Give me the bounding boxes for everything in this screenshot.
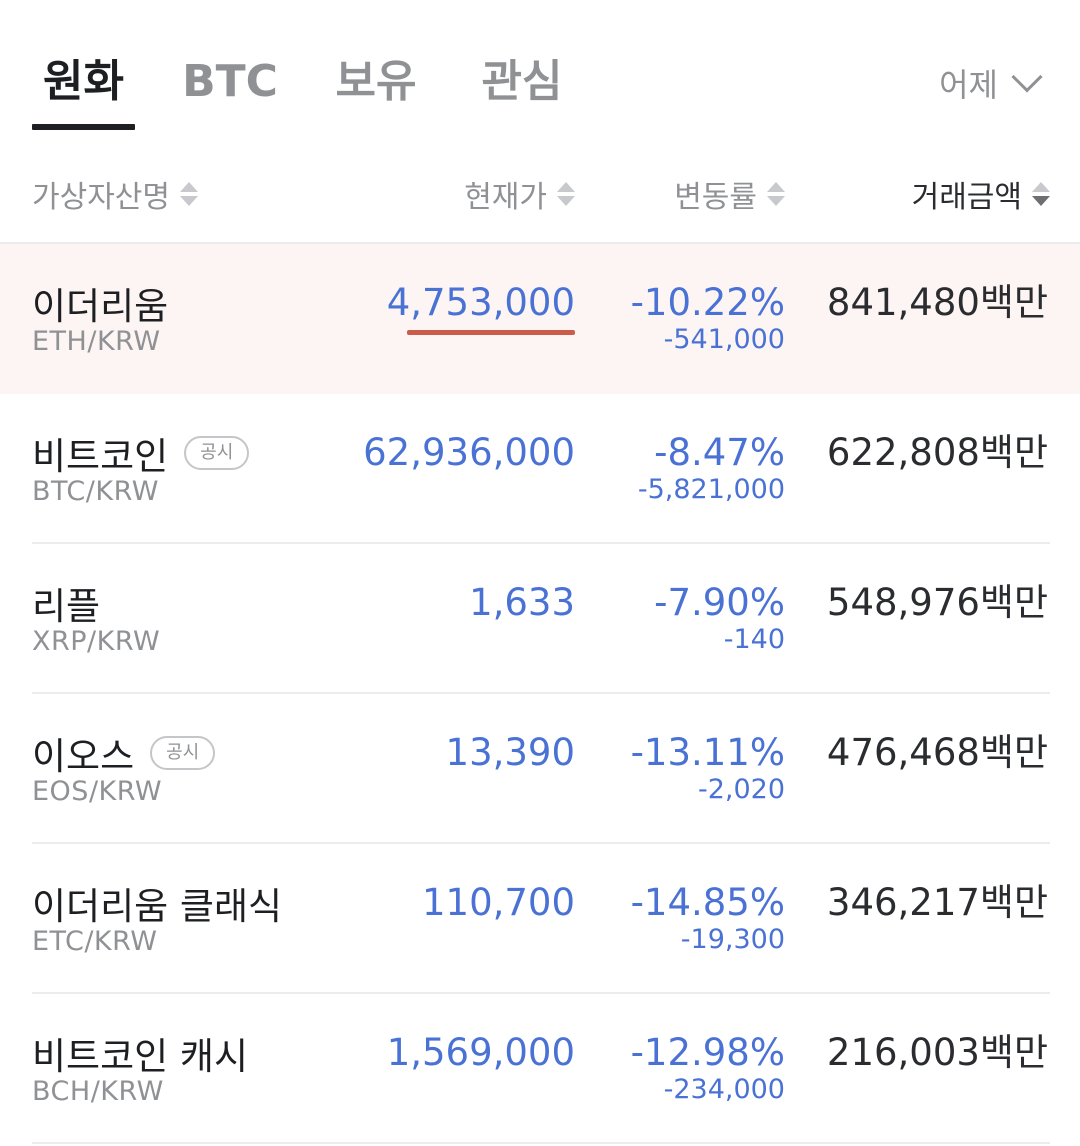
row-divider — [32, 992, 1050, 994]
notice-badge[interactable]: 공시 — [184, 436, 250, 470]
row-divider — [32, 1142, 1050, 1144]
coin-list: 이더리움 ETH/KRW 4,753,000 -10.22% -541,000 … — [0, 244, 1080, 1144]
coin-pair: XRP/KRW — [32, 626, 161, 657]
coin-change-rate: -8.47% — [654, 431, 785, 474]
coin-price: 1,569,000 — [386, 1031, 575, 1074]
header-volume-label: 거래금액 — [911, 180, 1022, 215]
coin-name: 이더리움 클래식 — [32, 878, 282, 928]
coin-volume: 841,480백만 — [826, 281, 1048, 324]
coin-pair: BTC/KRW — [32, 476, 159, 507]
coin-name: 이더리움 — [32, 278, 168, 328]
coin-name: 이오스 공시 — [32, 728, 216, 778]
header-price-label: 현재가 — [464, 180, 547, 215]
chevron-down-icon — [1011, 61, 1043, 93]
coin-name-text: 이더리움 — [32, 285, 169, 328]
coin-price: 1,633 — [469, 581, 575, 624]
coin-volume: 346,217백만 — [826, 881, 1048, 924]
coin-volume: 548,976백만 — [826, 581, 1048, 624]
sort-icon — [767, 182, 785, 206]
active-tab-indicator — [32, 124, 135, 130]
coin-volume: 622,808백만 — [826, 431, 1048, 474]
price-tick-underline — [407, 330, 575, 335]
coin-change-amount: -19,300 — [680, 924, 785, 955]
coin-name: 비트코인 캐시 — [32, 1028, 248, 1078]
coin-pair: ETH/KRW — [32, 326, 161, 357]
coin-name-text: 이더리움 클래식 — [32, 885, 283, 928]
coin-change-amount: -5,821,000 — [637, 474, 785, 505]
coin-row-xrp[interactable]: 리플 XRP/KRW 1,633 -7.90% -140 548,976백만 — [0, 544, 1080, 694]
sort-by-price[interactable]: 현재가 — [464, 172, 575, 216]
coin-price: 62,936,000 — [363, 431, 575, 474]
row-divider — [32, 692, 1050, 694]
market-tabs: 원화 BTC 보유 관심 어제 — [0, 0, 1080, 130]
coin-name-text: 리플 — [32, 585, 101, 628]
tab-holdings[interactable]: 보유 — [335, 56, 417, 107]
coin-row-bch[interactable]: 비트코인 캐시 BCH/KRW 1,569,000 -12.98% -234,0… — [0, 994, 1080, 1144]
tab-krw[interactable]: 원화 — [43, 56, 124, 107]
coin-row-btc[interactable]: 비트코인 공시 BTC/KRW 62,936,000 -8.47% -5,821… — [0, 394, 1080, 544]
coin-name-text: 이오스 — [32, 735, 135, 778]
notice-badge[interactable]: 공시 — [150, 736, 216, 770]
coin-volume: 216,003백만 — [826, 1031, 1048, 1074]
coin-change-rate: -14.85% — [630, 881, 785, 924]
coin-change-amount: -541,000 — [663, 324, 785, 355]
coin-price: 110,700 — [421, 881, 575, 924]
coin-volume: 476,468백만 — [826, 731, 1048, 774]
coin-price: 4,753,000 — [386, 281, 575, 324]
coin-pair: EOS/KRW — [32, 776, 163, 807]
coin-name-text: 비트코인 — [32, 435, 169, 478]
row-divider — [32, 842, 1050, 844]
coin-change-rate: -7.90% — [654, 581, 785, 624]
coin-name: 비트코인 공시 — [32, 428, 250, 478]
coin-change-rate: -10.22% — [630, 281, 785, 324]
coin-change-amount: -234,000 — [663, 1074, 785, 1105]
coin-pair: ETC/KRW — [32, 926, 158, 957]
sort-by-name[interactable]: 가상자산명 — [32, 172, 198, 216]
sort-icon — [557, 182, 575, 206]
sort-by-rate[interactable]: 변동률 — [674, 172, 785, 216]
coin-price: 13,390 — [445, 731, 575, 774]
coin-change-rate: -12.98% — [630, 1031, 785, 1074]
coin-change-amount: -2,020 — [697, 774, 785, 805]
sort-by-volume[interactable]: 거래금액 — [912, 172, 1050, 216]
period-label: 어제 — [939, 66, 998, 104]
coin-pair: BCH/KRW — [32, 1076, 164, 1107]
header-name-label: 가상자산명 — [32, 180, 170, 215]
coin-change-rate: -13.11% — [630, 731, 785, 774]
coin-name: 리플 — [32, 578, 100, 628]
sort-icon — [180, 182, 198, 206]
period-selector[interactable]: 어제 — [939, 58, 1044, 108]
coin-row-eos[interactable]: 이오스 공시 EOS/KRW 13,390 -13.11% -2,020 476… — [0, 694, 1080, 844]
tab-favorites[interactable]: 관심 — [481, 56, 563, 107]
sort-desc-icon — [1032, 182, 1050, 206]
coin-row-etc[interactable]: 이더리움 클래식 ETC/KRW 110,700 -14.85% -19,300… — [0, 844, 1080, 994]
table-header: 가상자산명 현재가 변동률 거래금액 — [0, 150, 1080, 244]
header-rate-label: 변동률 — [674, 180, 757, 215]
row-divider — [32, 542, 1050, 544]
tab-btc[interactable]: BTC — [182, 56, 278, 107]
coin-change-amount: -140 — [723, 624, 785, 655]
coin-name-text: 비트코인 캐시 — [32, 1035, 249, 1078]
coin-row-eth[interactable]: 이더리움 ETH/KRW 4,753,000 -10.22% -541,000 … — [0, 244, 1080, 394]
